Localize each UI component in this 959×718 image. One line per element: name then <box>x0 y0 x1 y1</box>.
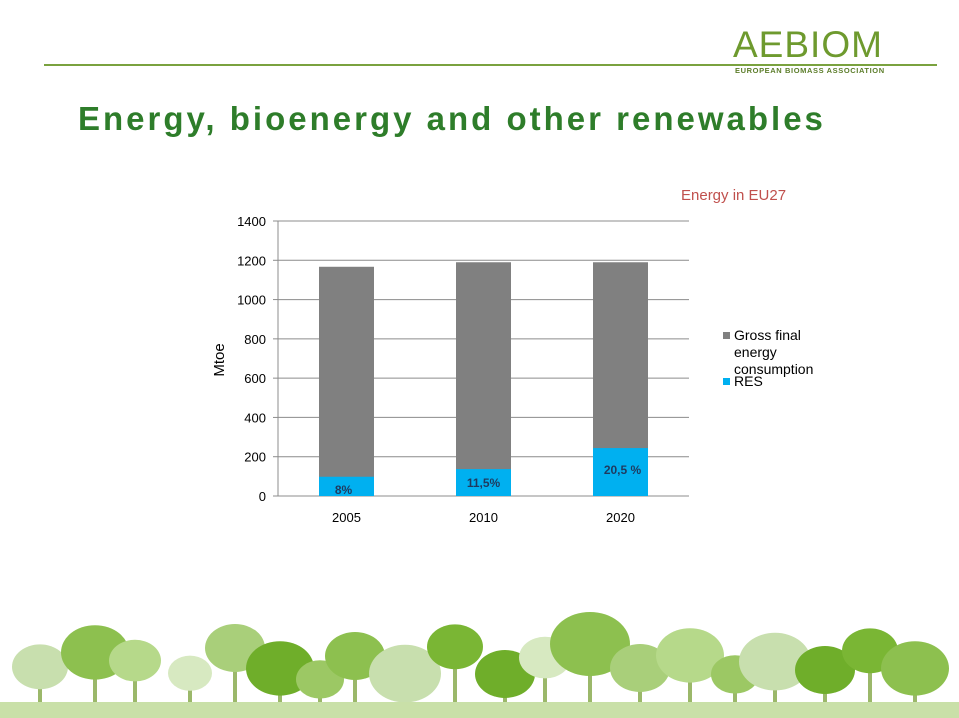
tree-crown <box>881 641 949 696</box>
tree-crown <box>550 612 630 676</box>
tree-trunk <box>773 676 777 718</box>
aebiom-logo: AEBIOM EUROPEAN BIOMASS ASSOCIATION <box>733 26 923 76</box>
tree-crown <box>656 628 724 683</box>
tree-trunk <box>588 660 592 718</box>
tree-crown <box>739 632 811 691</box>
tree-trunk <box>823 682 827 718</box>
bar-data-label: 8% <box>335 483 353 497</box>
legend-label: Gross final energy consumption <box>734 327 813 377</box>
tree-trunk <box>188 682 192 718</box>
tree-trunk <box>733 684 737 718</box>
bar-gross-final-energy <box>319 266 374 496</box>
tree-trunk <box>93 666 97 718</box>
y-tick-label: 200 <box>244 450 266 465</box>
ground-strip <box>0 702 959 718</box>
y-tick-label: 0 <box>259 489 266 504</box>
bar-data-label: 11,5% <box>467 476 501 490</box>
bar-gross-final-energy <box>456 262 511 496</box>
tree-trunk <box>543 668 547 718</box>
trees-decoration <box>0 612 959 718</box>
chart-subtitle: Energy in EU27 <box>681 187 786 204</box>
tree-trunk <box>638 680 642 718</box>
y-tick-label: 800 <box>244 332 266 347</box>
slide-title: Energy, bioenergy and other renewables <box>78 100 826 137</box>
tree-crown <box>369 644 441 703</box>
y-tick-label: 400 <box>244 410 266 425</box>
tree-crown <box>12 644 68 690</box>
tree-trunk <box>38 678 42 718</box>
logo-wordmark: AEBIOM <box>733 24 883 65</box>
tree-crown <box>168 655 212 691</box>
bar-res <box>319 476 374 496</box>
y-tick-label: 1000 <box>237 293 266 308</box>
y-axis-label: Mtoe <box>211 343 228 376</box>
legend-swatch <box>723 378 730 385</box>
tree-trunk <box>133 671 137 718</box>
tree-trunk <box>453 658 457 718</box>
bar-res <box>456 469 511 496</box>
logo-tagline: EUROPEAN BIOMASS ASSOCIATION <box>735 66 885 75</box>
tree-crown <box>109 639 161 682</box>
tree-crown <box>610 644 670 692</box>
y-tick-label: 1400 <box>237 214 266 229</box>
tree-trunk <box>233 660 237 718</box>
tree-trunk <box>913 682 917 718</box>
tree-trunk <box>278 682 282 718</box>
tree-trunk <box>868 662 872 718</box>
legend-swatch <box>723 332 730 339</box>
legend-label: RES <box>734 373 763 389</box>
tree-crown <box>795 646 855 694</box>
y-tick-label: 600 <box>244 371 266 386</box>
bar-res <box>593 448 648 496</box>
header-rule <box>44 64 937 66</box>
x-tick-label: 2010 <box>469 510 498 525</box>
tree-trunk <box>353 668 357 718</box>
x-tick-label: 2005 <box>332 510 361 525</box>
y-tick-label: 1200 <box>237 253 266 268</box>
tree-trunk <box>688 669 692 718</box>
tree-crown <box>427 624 483 670</box>
bar-data-label: 20,5 % <box>604 463 642 477</box>
x-tick-label: 2020 <box>606 510 635 525</box>
